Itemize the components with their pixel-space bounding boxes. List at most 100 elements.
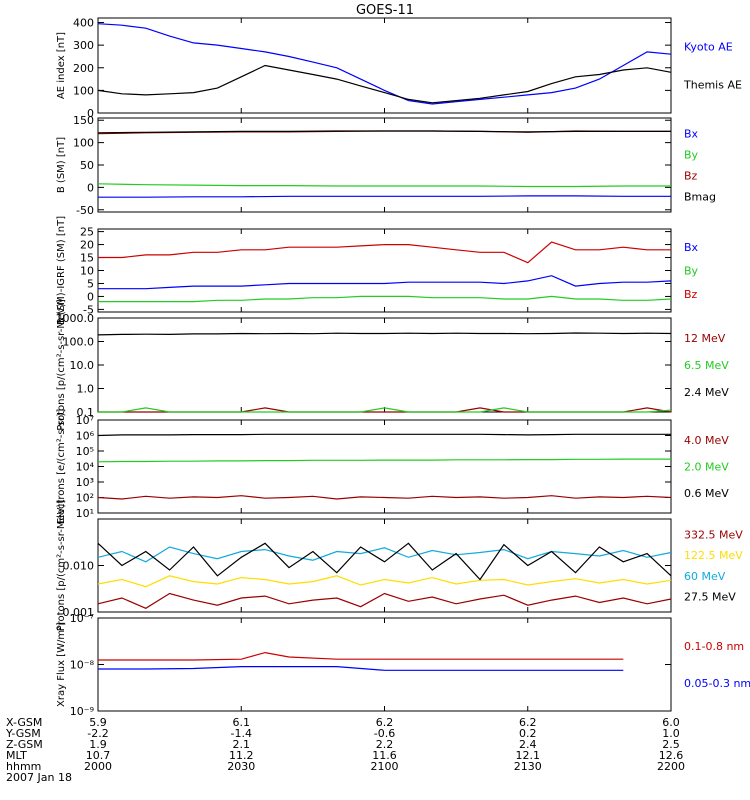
y-tick-label: 200: [73, 62, 94, 75]
legend-entry: 12 MeV: [684, 332, 726, 345]
panel-frame: [97, 17, 672, 114]
footer-row-label: 2007 Jan 18: [6, 771, 72, 784]
footer-value: 6.1: [233, 716, 251, 729]
footer-row-label: hhmm: [6, 760, 41, 773]
y-tick-label: 15: [80, 252, 94, 265]
y-tick-label: 0.1: [77, 406, 95, 419]
legend-entry: 332.5 MeV: [684, 529, 743, 542]
footer-row-label: Z-GSM: [6, 738, 43, 751]
y-tick-label: 10⁶: [76, 430, 95, 443]
series-line-by: [98, 295, 672, 303]
y-tick-label: 150: [73, 114, 94, 127]
series-line-by: [97, 183, 671, 188]
footer-row-label: Y-GSM: [5, 727, 41, 740]
y-tick-label: 10⁻⁸: [70, 659, 95, 672]
y-axis-label: Protons [p/(cm²-s-sr-MeV)]: [56, 299, 67, 431]
footer-value: 2.2: [376, 738, 394, 751]
y-tick-label: 0.001: [63, 606, 95, 619]
series-line-332-5-mev: [97, 592, 672, 609]
legend-entry: Bz: [684, 288, 698, 301]
y-tick-label: 100: [73, 137, 94, 150]
footer-value: 6.2: [376, 716, 394, 729]
footer-value: -2.2: [87, 727, 108, 740]
footer-value: 10.7: [86, 749, 111, 762]
legend-entry: Bx: [684, 128, 699, 141]
y-tick-label: 0: [87, 290, 94, 303]
y-tick-label: 50: [80, 159, 94, 172]
y-axis-label: B (SM) [nT]: [56, 137, 67, 193]
legend-entry: 0.1-0.8 nm: [684, 640, 744, 653]
series-line-0-05-0-3-nm: [98, 665, 624, 671]
y-tick-label: 1000.0: [56, 312, 95, 325]
legend-entry: 6.5 MeV: [684, 359, 729, 372]
y-tick-label: 5: [87, 277, 94, 290]
series-line-27-5-mev: [97, 542, 672, 581]
footer-value: 5.9: [89, 716, 107, 729]
plot-title: GOES-11: [356, 3, 414, 18]
legend-entry: 4.0 MeV: [684, 434, 729, 447]
panel-5: 10¹ 10² 10³ 10⁴ 10⁵ 10⁶ 10⁷ Electrons [e/(cm²-s…: [56, 409, 729, 525]
footer-value: 2.1: [233, 738, 251, 751]
series-line-bx: [98, 195, 671, 198]
series-line-bmag: [97, 130, 671, 134]
y-tick-label: 10⁻⁷: [70, 612, 94, 625]
footer-time: 2200: [657, 760, 685, 773]
series-line-6-5-mev: [98, 407, 672, 413]
y-tick-label: 10⁷: [76, 414, 94, 427]
legend-entry: 0.05-0.3 nm: [684, 677, 750, 690]
legend-entry: Bx: [684, 241, 699, 254]
y-axis-label: B (SM)-IGRF (SM) [nT]: [56, 216, 67, 325]
footer-value: 12.1: [516, 749, 541, 762]
legend-entry: Themis AE: [683, 79, 742, 92]
footer-time: 2100: [371, 760, 399, 773]
panel-frame: [97, 617, 672, 712]
footer-value: 11.2: [229, 749, 254, 762]
footer-row-label: X-GSM: [6, 716, 42, 729]
footer-value: 2.4: [519, 738, 537, 751]
y-tick-label: -5: [83, 303, 94, 316]
y-tick-label: 10.0: [70, 359, 95, 372]
legend-entry: 0.6 MeV: [684, 487, 729, 500]
legend-entry: 122.5 MeV: [684, 549, 743, 562]
y-tick-label: 0: [87, 107, 94, 120]
series-line-0-1-0-8-nm: [98, 651, 624, 661]
series-line-122-5-mev: [97, 575, 672, 588]
series-line-2-4-mev: [97, 332, 672, 336]
y-tick-label: 1.0: [77, 383, 95, 396]
y-tick-label: 10¹: [76, 507, 94, 520]
footer-value: -0.6: [374, 727, 395, 740]
y-tick-label: 0.010: [63, 560, 95, 573]
legend-entry: By: [684, 265, 699, 278]
y-tick-label: 300: [73, 39, 94, 52]
series-line-60-mev: [97, 546, 672, 563]
y-axis-label: AE index [nT]: [56, 32, 67, 99]
panel-frame: [97, 317, 672, 413]
y-tick-label: 0: [87, 181, 94, 194]
footer-value: -1.4: [231, 727, 252, 740]
y-tick-label: 10³: [76, 476, 94, 489]
y-axis-label: Electrons [e/(cm²-s-sr)]: [56, 409, 67, 525]
series-line-bz: [98, 241, 671, 264]
series-line-4-0-mev: [97, 495, 672, 500]
series-line-themis-ae: [97, 64, 672, 104]
y-tick-label: 100: [73, 84, 94, 97]
y-tick-label: -50: [76, 204, 94, 217]
footer-value: 1.9: [89, 738, 107, 751]
footer-time: 2130: [514, 760, 542, 773]
y-tick-label: 10²: [76, 492, 94, 505]
footer-value: 12.6: [659, 749, 684, 762]
legend-entry: By: [684, 149, 699, 162]
legend-entry: Bmag: [684, 190, 716, 203]
y-tick-label: 10: [80, 265, 94, 278]
footer-value: 0.2: [519, 727, 537, 740]
y-tick-label: 10⁴: [76, 461, 95, 474]
footer-value: 2.5: [662, 738, 680, 751]
panel-1: 0 100 200 300 400 AE index [nT] Kyoto AE Themis…: [56, 17, 742, 120]
y-tick-label: 100.0: [63, 336, 95, 349]
legend-entry: 27.5 MeV: [684, 591, 736, 604]
